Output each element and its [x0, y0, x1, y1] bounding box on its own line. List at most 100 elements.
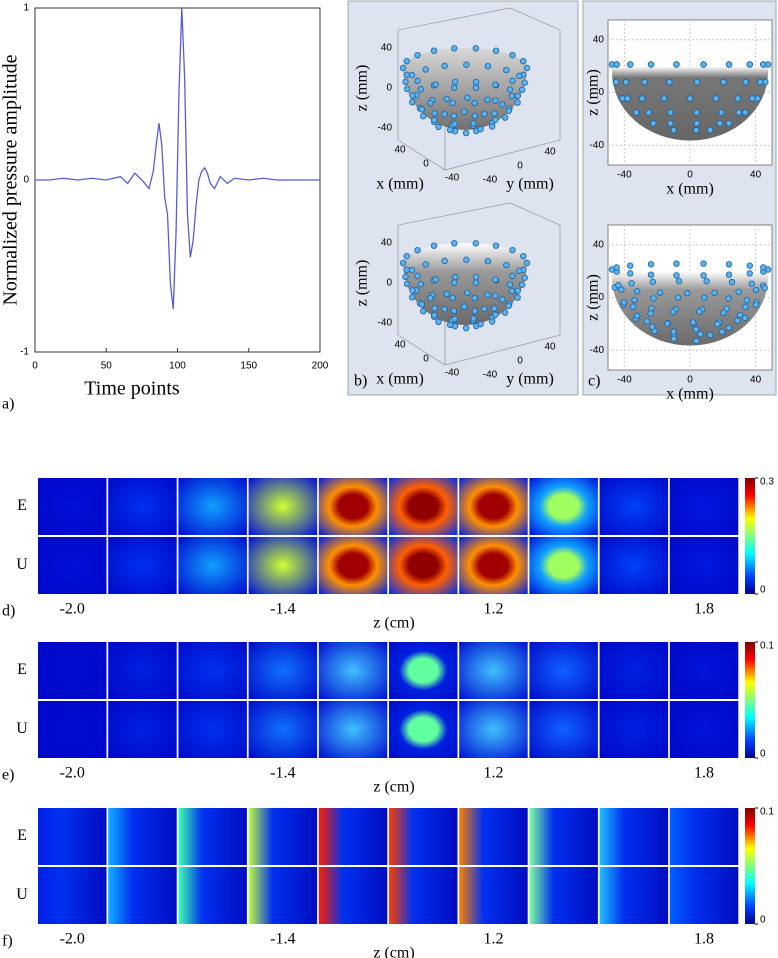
- sensor-dot: [673, 61, 680, 68]
- sensor-dot: [667, 109, 674, 116]
- heatmap-tile: [459, 808, 528, 865]
- sensor-dot: [450, 307, 458, 315]
- z-axis-label: z (mm): [585, 69, 602, 116]
- y-tick-label: -40: [483, 370, 498, 381]
- heatmap-tile: [669, 867, 739, 924]
- sensor-dot: [446, 126, 454, 134]
- sensor-dot: [516, 267, 523, 275]
- x-tick-label: 0: [423, 354, 429, 365]
- z-tick-label: -40: [378, 318, 393, 329]
- sensor-dot: [666, 78, 673, 86]
- heatmap-tile: [599, 642, 669, 699]
- z-tick-label: 40: [593, 239, 605, 250]
- sensor-dot: [441, 62, 448, 70]
- sensor-dot: [509, 77, 516, 85]
- heatmap-tile: [529, 808, 598, 865]
- sensor-dot: [700, 272, 707, 279]
- sensor-dot: [701, 294, 708, 301]
- heatmap-tile: [318, 808, 388, 865]
- sensor-dot: [760, 61, 767, 68]
- x-axis-label: Time points: [84, 378, 180, 400]
- sensor-dot: [441, 110, 448, 118]
- sensor-dot: [645, 109, 652, 116]
- heatmap-tile: [669, 478, 739, 535]
- sensor-dot: [693, 109, 700, 116]
- heatmap-tile: [389, 808, 458, 865]
- sensor-dot: [422, 261, 429, 268]
- row-label: U: [16, 556, 28, 573]
- colorbar: [745, 478, 755, 594]
- sensor-dot: [409, 293, 416, 301]
- x-axis-label: z (cm): [373, 945, 414, 958]
- sensor-dot: [516, 72, 523, 80]
- sensor-dot: [627, 61, 634, 68]
- sensor-dot: [650, 120, 657, 127]
- sensor-dot: [647, 261, 655, 268]
- sensor-dot: [509, 272, 516, 280]
- sensor-dot: [761, 284, 768, 292]
- heatmap-tile: [178, 701, 247, 758]
- sensor-dot: [673, 272, 680, 279]
- sensor-dot: [693, 337, 700, 345]
- sensor-dot: [403, 71, 410, 79]
- sensor-dot: [649, 323, 656, 331]
- sensor-dot: [472, 84, 479, 91]
- y-tick-label: 0: [517, 161, 523, 172]
- x-tick-label: -40: [445, 173, 460, 184]
- sensor-dot: [432, 276, 439, 283]
- heatmap-tile: [38, 808, 107, 865]
- sensor-dot: [742, 78, 749, 86]
- heatmap-tile: [599, 701, 669, 758]
- sensor-dot: [451, 84, 458, 91]
- x-tick-label: 40: [394, 340, 406, 351]
- z-tick-label: 0: [598, 87, 604, 98]
- heatmap-tile: [529, 701, 598, 758]
- sensor-dot: [402, 273, 409, 281]
- sensor-dot: [720, 78, 727, 86]
- sensor-dot: [647, 271, 655, 278]
- sensor-dot: [746, 262, 753, 269]
- y-tick-label: 40: [544, 342, 556, 353]
- colorbar: [745, 808, 755, 924]
- sensor-dot: [670, 335, 678, 342]
- x-tick-label: 100: [169, 361, 186, 372]
- x-axis-label: x (mm): [666, 386, 714, 403]
- sensor-dot: [450, 112, 458, 120]
- heatmap-tile: [108, 642, 177, 699]
- heatmap-tile: [178, 808, 247, 865]
- sensor-dot: [431, 110, 438, 117]
- sensor-dot: [420, 112, 427, 120]
- sensor-dot: [492, 242, 500, 249]
- colorbar-tick-label: 0.1: [760, 641, 774, 652]
- z-tick-label: 40: [381, 238, 393, 249]
- column-label: 1.2: [483, 601, 503, 618]
- sensor-dot: [491, 110, 498, 117]
- y-tick-label: 1: [23, 3, 29, 14]
- sensor-dot: [633, 312, 641, 320]
- row-label: E: [17, 827, 27, 844]
- sensor-dot: [514, 92, 521, 100]
- sensor-dot: [451, 78, 459, 86]
- sensor-dot: [503, 261, 510, 269]
- heatmap-tile: [38, 867, 107, 924]
- x-tick-label: 0: [32, 361, 38, 372]
- sensor-dot: [441, 305, 448, 313]
- sensor-dot: [443, 95, 450, 103]
- heatmap-tile: [669, 701, 739, 758]
- x-tick-label: 200: [312, 361, 329, 372]
- heatmap-tile: [248, 478, 318, 535]
- z-tick-label: -40: [378, 123, 393, 134]
- z-tick-label: -40: [590, 345, 605, 356]
- sensor-dot: [430, 242, 438, 249]
- sensor-dot: [471, 307, 479, 315]
- colorbar-tick-label: 0.1: [760, 807, 774, 818]
- sensor-dot: [641, 78, 648, 86]
- sensor-dot: [718, 328, 726, 335]
- sensor-dot: [643, 318, 651, 325]
- row-label: U: [16, 886, 28, 903]
- x-tick-label: 50: [101, 361, 113, 372]
- column-label: -1.4: [270, 765, 295, 782]
- sensor-dot: [521, 79, 528, 86]
- hemisphere: [403, 48, 527, 130]
- x-tick-label: -40: [617, 375, 632, 386]
